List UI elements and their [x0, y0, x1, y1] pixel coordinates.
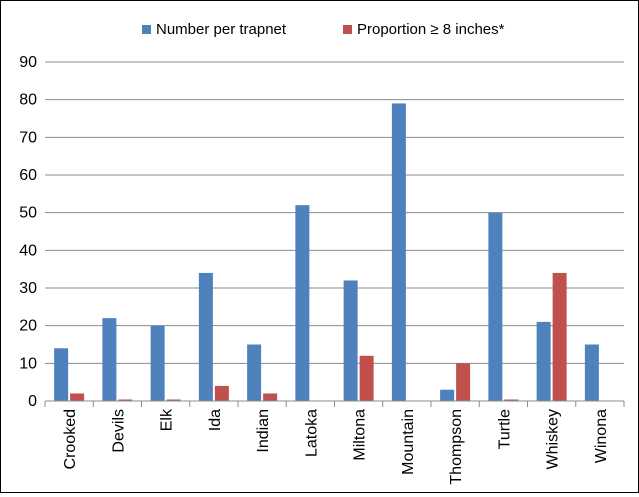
- bar: [214, 385, 229, 401]
- legend: Number per trapnet Proportion ≥ 8 inches…: [142, 21, 505, 38]
- bar: [295, 205, 310, 401]
- x-category-label: Elk: [159, 408, 176, 431]
- bar: [166, 399, 181, 401]
- bar: [70, 393, 85, 401]
- bar: [456, 363, 471, 401]
- x-category-label: Thompson: [448, 409, 465, 485]
- bars: [54, 103, 599, 401]
- x-category-label: Mountain: [400, 409, 417, 475]
- x-category-label: Winona: [593, 409, 610, 463]
- bar: [552, 272, 567, 401]
- y-tick-label: 10: [19, 355, 37, 372]
- x-category-label: Ida: [207, 409, 224, 431]
- bar: [488, 212, 503, 401]
- y-tick-label: 50: [19, 205, 37, 222]
- y-tick-label: 80: [19, 92, 37, 109]
- y-tick-label: 90: [19, 54, 37, 71]
- y-tick-label: 0: [28, 393, 37, 410]
- bar: [440, 389, 455, 401]
- bar: [343, 280, 358, 401]
- bar: [102, 318, 117, 401]
- bar: [504, 399, 519, 401]
- bar: [150, 325, 165, 401]
- x-category-label: Whiskey: [545, 409, 562, 469]
- x-axis-category-labels: Crooked Devils Elk Ida Indian Latoka Miltona Mo…: [62, 408, 610, 485]
- bar: [118, 399, 133, 401]
- gridlines: [45, 61, 624, 364]
- x-category-label: Indian: [255, 409, 272, 453]
- x-axis-tick-marks: [44, 401, 625, 407]
- bar: [198, 272, 213, 401]
- bar: [54, 348, 69, 401]
- bar: [584, 344, 599, 401]
- y-tick-label: 20: [19, 318, 37, 335]
- x-category-label: Miltona: [352, 409, 369, 461]
- x-category-label: Devils: [110, 409, 127, 453]
- bar: [391, 103, 406, 401]
- legend-label-proportion-8-inches: Proportion ≥ 8 inches*: [357, 21, 505, 38]
- bar: [263, 393, 278, 401]
- y-tick-label: 40: [19, 242, 37, 259]
- y-tick-label: 30: [19, 280, 37, 297]
- y-axis-tick-labels: 0 10 20 30 40 50 60 70 80 90: [19, 54, 37, 410]
- x-category-label: Crooked: [62, 409, 79, 469]
- bar: [359, 355, 374, 401]
- legend-swatch-number-per-trapnet: [142, 25, 151, 34]
- y-tick-label: 70: [19, 129, 37, 146]
- bar: [247, 344, 262, 401]
- bar: [536, 321, 551, 401]
- y-tick-label: 60: [19, 167, 37, 184]
- legend-swatch-proportion-8-inches: [343, 25, 352, 34]
- legend-label-number-per-trapnet: Number per trapnet: [156, 21, 287, 38]
- x-category-label: Turtle: [496, 409, 513, 449]
- x-category-label: Latoka: [303, 409, 320, 457]
